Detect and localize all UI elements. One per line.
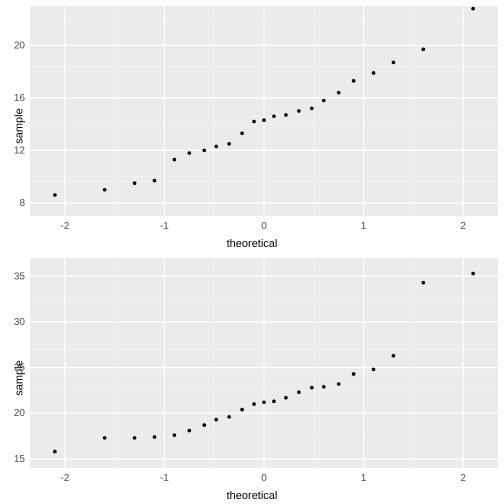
data-point	[422, 48, 426, 52]
data-point	[337, 382, 341, 386]
data-point	[214, 418, 218, 422]
data-point	[227, 415, 231, 419]
data-point	[310, 386, 314, 390]
x-axis-label: theoretical	[227, 490, 278, 502]
data-point	[227, 142, 231, 146]
data-point	[103, 436, 107, 440]
data-point	[372, 71, 376, 75]
data-point	[322, 99, 326, 103]
data-point	[240, 132, 244, 136]
data-point	[53, 193, 57, 197]
data-point	[214, 145, 218, 149]
top-qq-plot: sample -2-10128121620 theoretical	[0, 0, 504, 252]
data-point	[188, 151, 192, 155]
y-tick-label: 8	[19, 198, 25, 209]
y-tick-label: 12	[14, 145, 26, 156]
data-point	[310, 107, 314, 111]
data-point	[202, 423, 206, 427]
y-tick-label: 30	[14, 317, 26, 328]
x-tick-label: 0	[261, 473, 267, 484]
data-point	[262, 118, 266, 122]
data-point	[202, 149, 206, 153]
x-tick-label: -2	[60, 473, 69, 484]
y-tick-label: 20	[14, 40, 26, 51]
data-point	[153, 435, 157, 439]
data-point	[337, 91, 341, 95]
data-point	[103, 188, 107, 192]
data-point	[372, 368, 376, 372]
x-tick-label: 0	[261, 221, 267, 232]
data-point	[322, 385, 326, 389]
data-point	[240, 408, 244, 412]
data-point	[252, 120, 256, 124]
data-point	[173, 158, 177, 162]
x-tick-label: -1	[160, 221, 169, 232]
x-tick-label: 2	[460, 473, 466, 484]
data-point	[153, 179, 157, 183]
x-axis-label: theoretical	[227, 238, 278, 250]
data-point	[297, 109, 301, 113]
data-point	[53, 450, 57, 454]
y-tick-label: 16	[14, 93, 26, 104]
x-tick-label: 1	[361, 473, 367, 484]
data-point	[272, 400, 276, 404]
data-point	[188, 429, 192, 433]
bottom-plot-svg: -2 -1 0 1 2 15 20 25 30 35	[0, 252, 504, 504]
y-tick-label: 20	[14, 408, 26, 419]
y-tick-label: 15	[14, 454, 26, 465]
data-point	[272, 114, 276, 118]
data-point	[133, 181, 137, 185]
data-point	[262, 400, 266, 404]
data-point	[471, 272, 475, 276]
data-point	[422, 281, 426, 285]
x-tick-label: -1	[160, 473, 169, 484]
x-tick-label: -2	[60, 221, 69, 232]
data-point	[392, 61, 396, 65]
bottom-qq-plot: sample -2-10121520253035 theoretical	[0, 252, 504, 504]
top-plot-svg: -2-10128121620	[0, 0, 504, 252]
data-point	[133, 436, 137, 440]
data-point	[352, 372, 356, 376]
data-point	[352, 79, 356, 83]
y-tick-label: 25	[14, 363, 26, 374]
data-point	[284, 113, 288, 117]
data-point	[392, 354, 396, 358]
data-point	[252, 402, 256, 406]
data-point	[173, 433, 177, 437]
data-point	[297, 390, 301, 394]
y-tick-label: 35	[14, 271, 26, 282]
x-tick-label: 2	[460, 221, 466, 232]
data-point	[471, 7, 475, 11]
x-tick-label: 1	[361, 221, 367, 232]
data-point	[284, 396, 288, 400]
